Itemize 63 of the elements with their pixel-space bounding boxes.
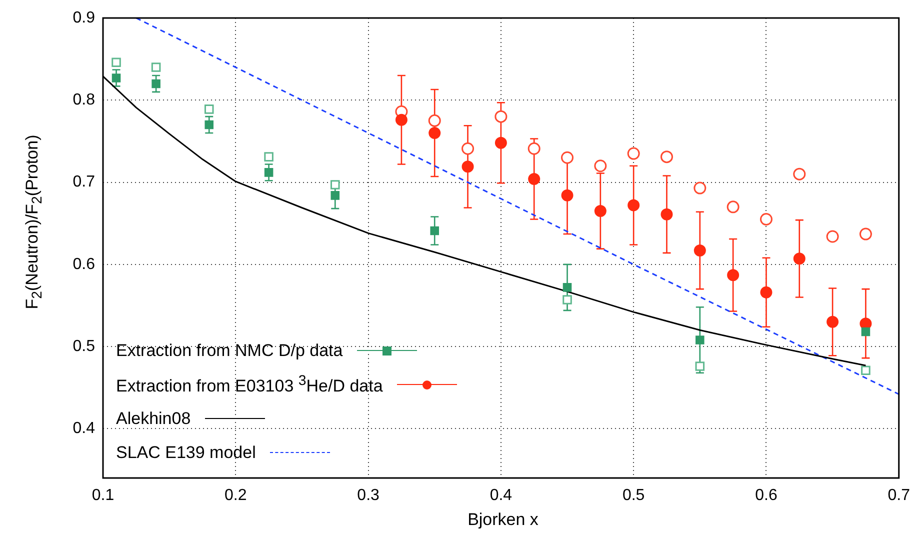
point xyxy=(330,191,340,200)
point xyxy=(430,226,440,236)
point xyxy=(395,114,408,126)
point xyxy=(264,152,274,162)
point xyxy=(494,136,507,149)
point xyxy=(760,286,772,298)
point xyxy=(793,252,806,265)
point xyxy=(204,120,214,130)
point xyxy=(594,205,606,218)
point xyxy=(562,295,572,304)
y-tick-label: 0.4 xyxy=(72,420,96,438)
y-tick-label: 0.7 xyxy=(72,174,96,191)
point xyxy=(695,362,705,371)
x-tick-label: 0.6 xyxy=(755,487,778,504)
point xyxy=(627,147,640,160)
point xyxy=(152,79,160,88)
point xyxy=(112,74,121,82)
legend-label: SLAC E139 model xyxy=(116,443,256,463)
point xyxy=(694,182,706,194)
point xyxy=(859,228,872,240)
point xyxy=(428,127,441,139)
legend-label: Extraction from NMC D/p data xyxy=(116,341,343,361)
y-tick-label: 0.9 xyxy=(72,9,96,26)
y-tick-label: 0.8 xyxy=(72,92,96,109)
point xyxy=(112,58,121,67)
point xyxy=(826,230,839,243)
point xyxy=(428,114,441,127)
y-tick-label: 0.6 xyxy=(72,256,96,273)
point xyxy=(861,366,870,376)
point xyxy=(528,142,540,155)
point xyxy=(660,208,673,220)
x-tick-label: 0.2 xyxy=(224,487,247,504)
point xyxy=(760,213,772,226)
x-tick-label: 0.7 xyxy=(888,487,910,504)
point xyxy=(660,150,673,164)
point xyxy=(696,336,704,344)
x-tick-label: 0.4 xyxy=(490,487,512,504)
point xyxy=(264,168,274,177)
point xyxy=(628,199,640,212)
point xyxy=(151,62,161,72)
point xyxy=(528,173,540,185)
y-tick-label: 0.5 xyxy=(72,338,96,355)
point xyxy=(330,180,340,190)
x-tick-label: 0.1 xyxy=(92,487,114,504)
point xyxy=(561,151,574,164)
point xyxy=(793,168,806,180)
x-axis-title: Bjorken x xyxy=(468,510,538,530)
point xyxy=(726,200,740,214)
point xyxy=(594,160,607,172)
point xyxy=(204,104,214,114)
point xyxy=(694,244,706,256)
point xyxy=(727,269,740,282)
legend-label: Alekhin08 xyxy=(116,409,191,429)
x-tick-label: 0.5 xyxy=(622,487,645,504)
point xyxy=(462,142,474,155)
point xyxy=(494,110,508,123)
point xyxy=(562,283,572,292)
point xyxy=(861,327,870,336)
point xyxy=(826,316,839,328)
point xyxy=(561,189,574,202)
point xyxy=(462,160,474,173)
legend-label: Extraction from E03103 $^{3}$He/D data xyxy=(116,373,383,397)
x-tick-label: 0.3 xyxy=(357,487,380,504)
